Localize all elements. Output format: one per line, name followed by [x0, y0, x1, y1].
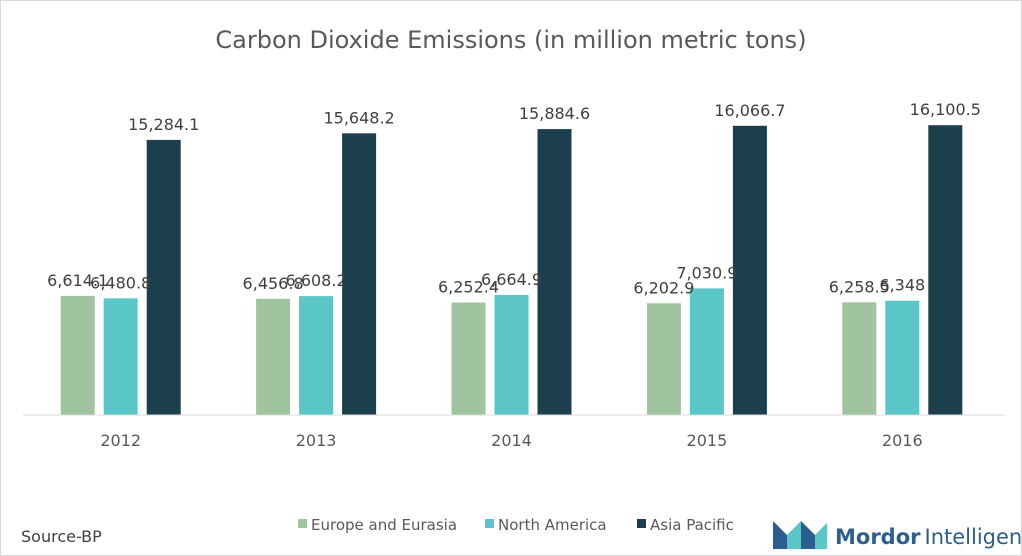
bar-asia-pacific-2013 [342, 133, 377, 416]
legend-swatch-north-america [485, 519, 494, 528]
value-label-europe-and-eurasia-2014: 6,252.4 [438, 278, 499, 297]
bar-north-america-2013 [299, 296, 334, 415]
brand-name-suffix: Intelligence [925, 525, 1022, 549]
bar-north-america-2012 [103, 298, 138, 415]
bar-asia-pacific-2015 [732, 125, 767, 416]
value-label-asia-pacific-2014: 15,884.6 [519, 104, 590, 123]
brand-name: MordorIntelligence [835, 525, 1021, 549]
value-label-north-america-2014: 6,664.9 [481, 270, 542, 289]
legend-label-north-america: North America [498, 516, 607, 534]
legend-label-europe-and-eurasia: Europe and Eurasia [311, 516, 457, 534]
bar-europe-and-eurasia-2016 [842, 302, 877, 415]
legend-swatch-asia-pacific [637, 519, 646, 528]
source-note: Source-BP [21, 527, 102, 546]
value-label-europe-and-eurasia-2013: 6,456.8 [243, 274, 304, 293]
legend: Europe and Eurasia North America Asia Paci… [298, 516, 734, 534]
bar-europe-and-eurasia-2015 [646, 303, 681, 415]
bar-north-america-2014 [494, 295, 529, 415]
x-tick-2016: 2016 [882, 431, 923, 450]
x-tick-2014: 2014 [491, 431, 532, 450]
brand-logo: MordorIntelligence [773, 521, 1021, 549]
bar-europe-and-eurasia-2012 [60, 295, 95, 415]
value-label-north-america-2013: 6,608.2 [286, 271, 347, 290]
legend-swatch-europe-and-eurasia [298, 519, 307, 528]
bar-north-america-2016 [885, 300, 920, 415]
value-label-north-america-2015: 7,030.9 [676, 263, 737, 282]
x-tick-2012: 2012 [100, 431, 141, 450]
value-label-asia-pacific-2016: 16,100.5 [910, 100, 981, 119]
brand-name-main: Mordor [835, 525, 921, 549]
value-label-asia-pacific-2012: 15,284.1 [128, 115, 199, 134]
value-label-asia-pacific-2015: 16,066.7 [714, 101, 785, 120]
bar-europe-and-eurasia-2013 [256, 298, 291, 415]
mordor-logo-icon [773, 521, 827, 549]
bar-europe-and-eurasia-2014 [451, 302, 486, 415]
bar-asia-pacific-2014 [537, 129, 572, 415]
bar-asia-pacific-2016 [928, 125, 963, 415]
legend-label-asia-pacific: Asia Pacific [650, 516, 734, 534]
value-label-europe-and-eurasia-2012: 6,614.1 [47, 271, 108, 290]
bars-layer [60, 125, 963, 416]
value-labels-layer: 6,614.16,480.8 15,284.1 6,456.86,608.2 15,6… [47, 100, 981, 297]
value-label-north-america-2016: 6,348 [879, 276, 925, 295]
bar-asia-pacific-2012 [146, 139, 181, 415]
x-tick-2015: 2015 [687, 431, 728, 450]
value-label-north-america-2012: 6,480.8 [90, 273, 151, 292]
chart-title: Carbon Dioxide Emissions (in million met… [215, 26, 806, 54]
x-tick-labels: 2012 2013 2014 2015 2016 [100, 431, 922, 450]
bar-north-america-2015 [689, 288, 724, 415]
x-tick-2013: 2013 [296, 431, 337, 450]
value-label-europe-and-eurasia-2016: 6,258.5 [829, 277, 890, 296]
value-label-asia-pacific-2013: 15,648.2 [323, 108, 394, 127]
value-label-europe-and-eurasia-2015: 6,202.9 [633, 278, 694, 297]
